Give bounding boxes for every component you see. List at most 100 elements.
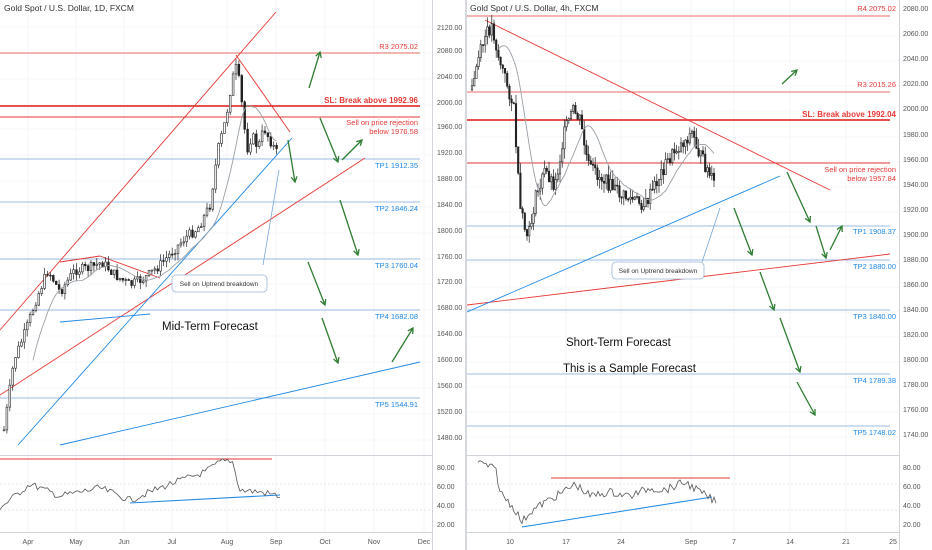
candle-body	[147, 270, 151, 276]
candle-body	[46, 273, 49, 276]
candle-body	[179, 242, 183, 246]
tick: 1840.00	[437, 202, 462, 209]
left-rsi-divider	[0, 455, 432, 456]
candle-body	[649, 188, 652, 204]
candle-body	[14, 357, 17, 369]
tick: 2080.00	[903, 6, 928, 13]
candle-body	[528, 226, 531, 237]
candle-body	[624, 190, 628, 200]
candle-body	[561, 148, 564, 163]
candle-body	[72, 269, 75, 274]
candle-body	[616, 184, 619, 187]
time-tick: Jun	[118, 539, 129, 546]
tick: 1900.00	[903, 232, 928, 239]
candle-body	[567, 118, 570, 121]
right-rsi-support	[521, 496, 713, 528]
candle-body	[142, 280, 145, 283]
candle-body	[5, 406, 9, 431]
support-line	[59, 313, 151, 323]
candle-body	[708, 167, 711, 176]
candle-body	[159, 260, 162, 272]
candle-body	[492, 23, 496, 41]
candle-body	[11, 367, 14, 386]
arrow-head	[353, 248, 360, 257]
rsi-tick: 40.00	[437, 503, 455, 510]
tick: 1920.00	[437, 150, 462, 157]
candle-body	[651, 188, 654, 191]
candle-body	[596, 167, 599, 180]
candle-body	[710, 172, 713, 176]
arrow-head	[356, 139, 363, 146]
left-title: Gold Spot / U.S. Dollar, 1D, FXCM	[4, 3, 134, 13]
candle-body	[587, 154, 590, 161]
candle-body	[25, 322, 29, 331]
arrow-shaft	[815, 225, 827, 259]
wedge-upper-line	[235, 54, 291, 133]
rsi-tick: 80.00	[903, 465, 921, 472]
candle-body	[686, 139, 689, 144]
candle-body	[501, 64, 504, 69]
entry-label-line2: below 1957.84	[847, 174, 896, 183]
candle-body	[495, 39, 498, 51]
candle-body	[34, 304, 38, 312]
candle-body	[697, 148, 700, 157]
forecast-arrow	[779, 317, 802, 374]
candle-body	[226, 111, 229, 124]
candle-body	[81, 263, 84, 273]
arrow-shaft	[733, 207, 753, 256]
candle-body	[668, 158, 672, 163]
candle-body	[660, 169, 663, 180]
rsi-tick: 60.00	[903, 484, 921, 491]
callout-pointer	[262, 169, 280, 266]
candle-body	[486, 26, 489, 37]
candle-body	[84, 263, 87, 267]
candle-body	[514, 103, 518, 148]
candle-body	[104, 261, 107, 267]
candle-body	[607, 174, 610, 191]
candle-body	[150, 269, 154, 272]
arrow-head	[791, 69, 798, 76]
left-candles	[2, 59, 278, 434]
candle-body	[113, 269, 116, 275]
candle-body	[605, 174, 608, 184]
rsi-tick: 80.00	[437, 465, 455, 472]
forecast-arrow	[796, 381, 816, 417]
candle-body	[497, 49, 500, 58]
candle-body	[545, 168, 548, 172]
candle-body	[66, 279, 70, 286]
candle-body	[578, 114, 581, 120]
left-panel: 2120.00 2080.00 2040.00 2000.00 1960.00 …	[0, 0, 462, 550]
time-tick: Nov	[368, 539, 381, 546]
candle-body	[269, 136, 272, 147]
candle-body	[260, 130, 264, 143]
right-forecast-arrows	[733, 69, 843, 417]
tick: 1920.00	[903, 207, 928, 214]
left-moving-average	[32, 104, 277, 361]
candle-body	[539, 187, 542, 192]
candle-body	[580, 114, 584, 130]
candle-body	[124, 279, 128, 281]
candle-body	[133, 278, 136, 286]
candle-body	[631, 196, 634, 200]
candle-body	[684, 139, 687, 147]
candle-body	[477, 57, 480, 67]
left-price-ticks: 2120.00 2080.00 2040.00 2000.00 1960.00 …	[437, 25, 462, 442]
left-gridlines	[0, 0, 432, 532]
candle-body	[246, 128, 249, 153]
candle-body	[171, 253, 174, 256]
candle-body	[165, 257, 168, 262]
time-tick: 14	[786, 539, 794, 546]
tick: 1640.00	[437, 331, 462, 338]
tick: 2000.00	[903, 106, 928, 113]
candle-body	[473, 78, 476, 87]
candle-body	[704, 153, 707, 173]
tick: 1820.00	[903, 332, 928, 339]
candle-body	[532, 213, 535, 224]
level-label-tp4: TP4 1789.38	[853, 376, 896, 385]
candle-body	[695, 137, 698, 149]
callout-text: Sell on Uptrend breakdown	[619, 268, 698, 275]
candle-body	[662, 169, 665, 176]
callout-box	[611, 261, 705, 280]
forecast-arrow	[308, 50, 322, 89]
candle-body	[552, 176, 555, 190]
